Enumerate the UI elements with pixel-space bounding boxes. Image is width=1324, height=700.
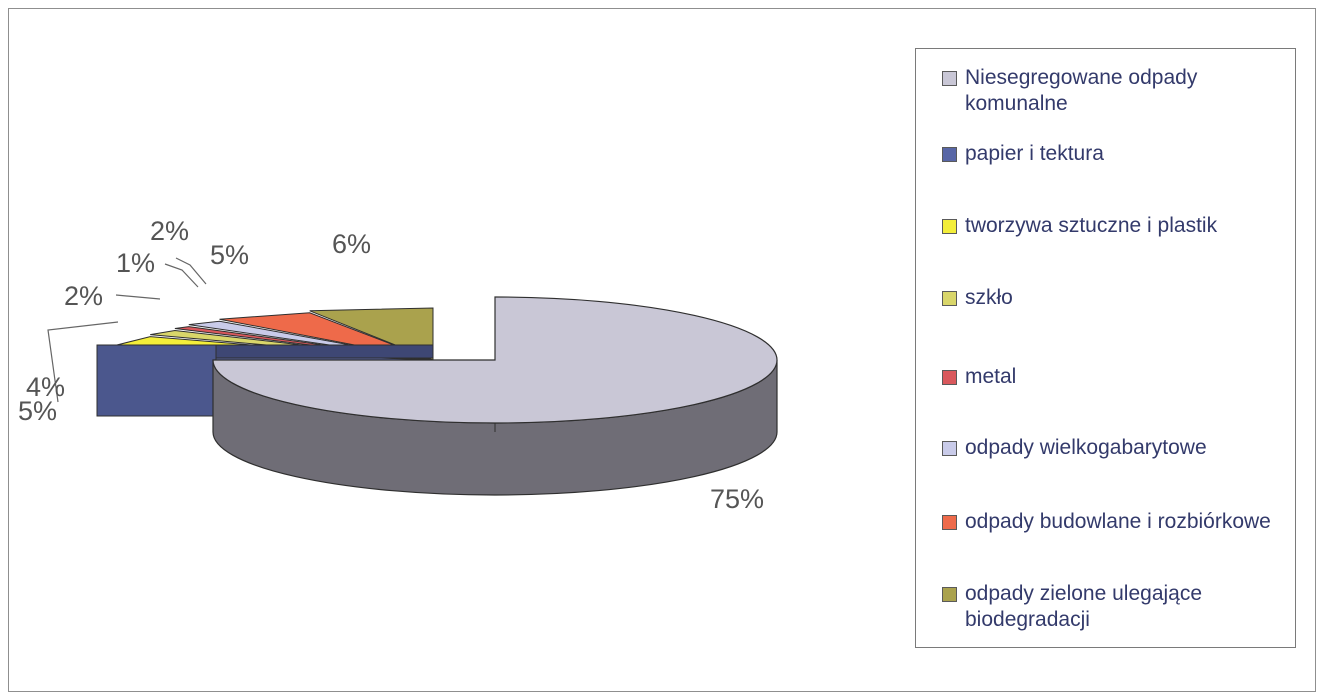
leader-line	[164, 263, 199, 288]
legend-swatch	[942, 219, 957, 234]
legend-label: metal	[965, 365, 1017, 388]
legend-swatch	[942, 71, 957, 86]
legend-label: tworzywa sztuczne i plastik	[965, 214, 1218, 237]
leader-line	[115, 294, 161, 300]
percent-label: 2%	[150, 216, 189, 246]
percent-labels: 75% 5% 4% 2% 1% 2% 5% 6%	[18, 216, 764, 514]
legend-label: szkło	[965, 286, 1013, 309]
legend-item: odpady wielkogabarytowe	[942, 435, 1285, 461]
legend-swatch	[942, 587, 957, 602]
legend-item: papier i tektura	[942, 141, 1285, 167]
legend-item: Niesegregowane odpady komunalne	[942, 65, 1285, 117]
percent-label: 1%	[116, 248, 155, 278]
legend-swatch	[942, 147, 957, 162]
legend-item: odpady zielone ulegające biodegradacji	[942, 581, 1285, 633]
percent-label: 2%	[64, 281, 103, 311]
percent-label: 75%	[710, 484, 764, 514]
slice-side	[96, 344, 217, 417]
legend-swatch	[942, 515, 957, 530]
legend-swatch	[942, 291, 957, 306]
leader-line	[175, 257, 207, 285]
legend-label: Niesegregowane odpady komunalne	[965, 66, 1198, 115]
legend-item: szkło	[942, 285, 1285, 311]
legend-label: odpady zielone ulegające biodegradacji	[965, 582, 1203, 631]
percent-label: 4%	[26, 372, 65, 402]
legend-item: tworzywa sztuczne i plastik	[942, 213, 1285, 239]
legend-item: metal	[942, 364, 1285, 390]
leader-lines	[47, 257, 207, 403]
legend-swatch	[942, 441, 957, 456]
legend: Niesegregowane odpady komunalne papier i…	[915, 48, 1296, 648]
legend-label: odpady budowlane i rozbiórkowe	[965, 510, 1271, 533]
slice-side	[215, 344, 434, 359]
chart-frame	[8, 8, 1316, 692]
pie-slice	[212, 296, 778, 424]
percent-label: 5%	[210, 240, 249, 270]
legend-item: odpady budowlane i rozbiórkowe	[942, 509, 1285, 535]
pie-slices	[96, 296, 778, 496]
legend-swatch	[942, 370, 957, 385]
percent-label: 6%	[332, 229, 371, 259]
legend-label: papier i tektura	[965, 142, 1104, 165]
percent-label: 5%	[18, 396, 57, 426]
leader-line	[47, 321, 119, 403]
legend-label: odpady wielkogabarytowe	[965, 436, 1207, 459]
